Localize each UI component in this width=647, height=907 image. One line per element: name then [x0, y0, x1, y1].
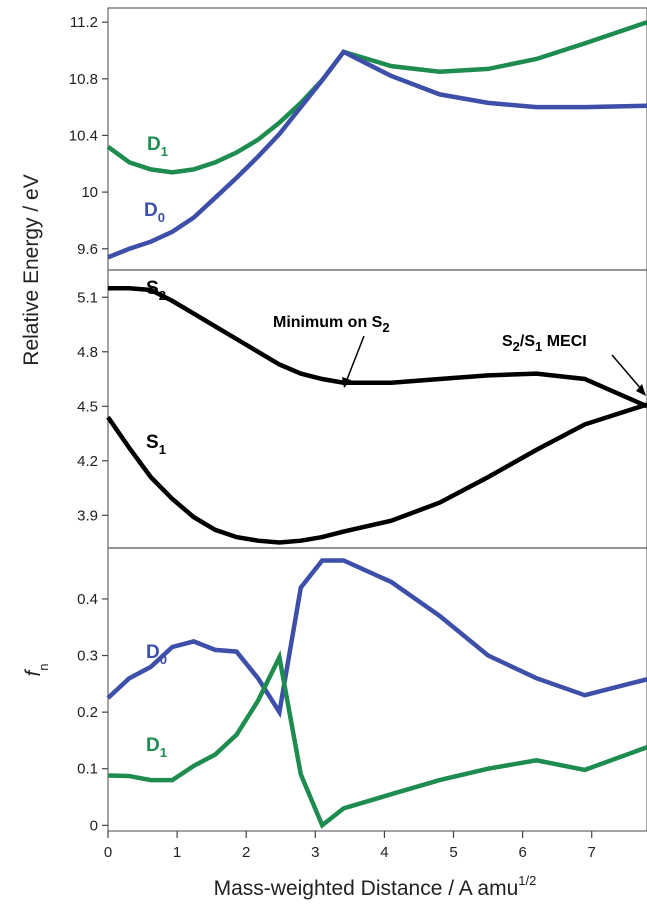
annotation-minimum-arrow-line [345, 335, 365, 383]
bottom-y-ticks: 0 0.1 0.2 0.3 0.4 [77, 591, 108, 834]
series-line-1-0 [108, 285, 647, 409]
x-tick-label-6: 6 [518, 844, 526, 861]
annotation-minimum-s2: Minimum on S2 [273, 314, 390, 335]
y-tick-label-1-0: 3.9 [77, 507, 98, 524]
label-middle-s1: S1 [146, 432, 166, 457]
annotation-meci-arrow-head [636, 384, 646, 396]
x-ticks: 0 1 2 3 4 5 6 7 [104, 831, 596, 861]
label-bottom-d0: D0 [146, 642, 167, 667]
y-tick-label-1-1: 4.2 [77, 453, 98, 470]
label-bottom-d1: D1 [146, 735, 167, 760]
y-tick-label-2-4: 0.4 [77, 591, 98, 608]
annotation-minimum-arrow-head [342, 377, 351, 388]
label-middle-s2: S2 [146, 278, 166, 303]
y-tick-label-0-1: 10 [81, 184, 98, 201]
series-line-0-0 [106, 20, 647, 175]
x-tick-label-0: 0 [104, 844, 112, 861]
x-tick-label-7: 7 [588, 844, 596, 861]
y-tick-label-1-2: 4.5 [77, 398, 98, 415]
y-tick-label-2-3: 0.3 [77, 648, 98, 665]
x-tick-label-2: 2 [242, 844, 250, 861]
middle-y-ticks: 3.9 4.2 4.5 4.8 5.1 [77, 289, 108, 524]
x-tick-label-5: 5 [449, 844, 457, 861]
series-line-2-0 [106, 558, 647, 719]
x-tick-label-3: 3 [311, 844, 319, 861]
series-line-1-1 [106, 402, 647, 545]
x-axis-title: Mass-weighted Distance / A amu1/2 [214, 873, 537, 900]
y-tick-label-0-0: 9.6 [77, 241, 98, 258]
y-tick-label-2-1: 0.1 [77, 761, 98, 778]
y-tick-label-0-2: 10.4 [69, 127, 98, 144]
label-top-d1: D1 [147, 134, 168, 159]
series-lines [106, 20, 647, 829]
y-axis-title-energy: Relative Energy / eV [20, 174, 43, 365]
y-tick-label-0-4: 11.2 [70, 14, 98, 31]
series-line-0-1 [107, 49, 647, 260]
x-tick-label-4: 4 [380, 844, 388, 861]
bottom-panel-frame [107, 547, 647, 832]
annotation-meci-arrow-line [611, 354, 643, 391]
y-tick-label-0-3: 10.8 [69, 71, 98, 88]
y-axis-title-fn: fn [22, 663, 51, 676]
y-tick-label-2-2: 0.2 [77, 704, 98, 721]
x-tick-label-1: 1 [173, 844, 181, 861]
y-tick-label-2-0: 0 [90, 817, 98, 834]
y-tick-label-1-4: 5.1 [77, 289, 98, 306]
y-tick-label-1-3: 4.8 [77, 344, 98, 361]
annotation-meci: S2/S1 MECI [502, 333, 587, 354]
top-y-ticks: 9.6 10 10.4 10.8 11.2 [69, 14, 108, 258]
label-top-d0: D0 [144, 200, 165, 225]
series-line-2-1 [107, 650, 647, 829]
